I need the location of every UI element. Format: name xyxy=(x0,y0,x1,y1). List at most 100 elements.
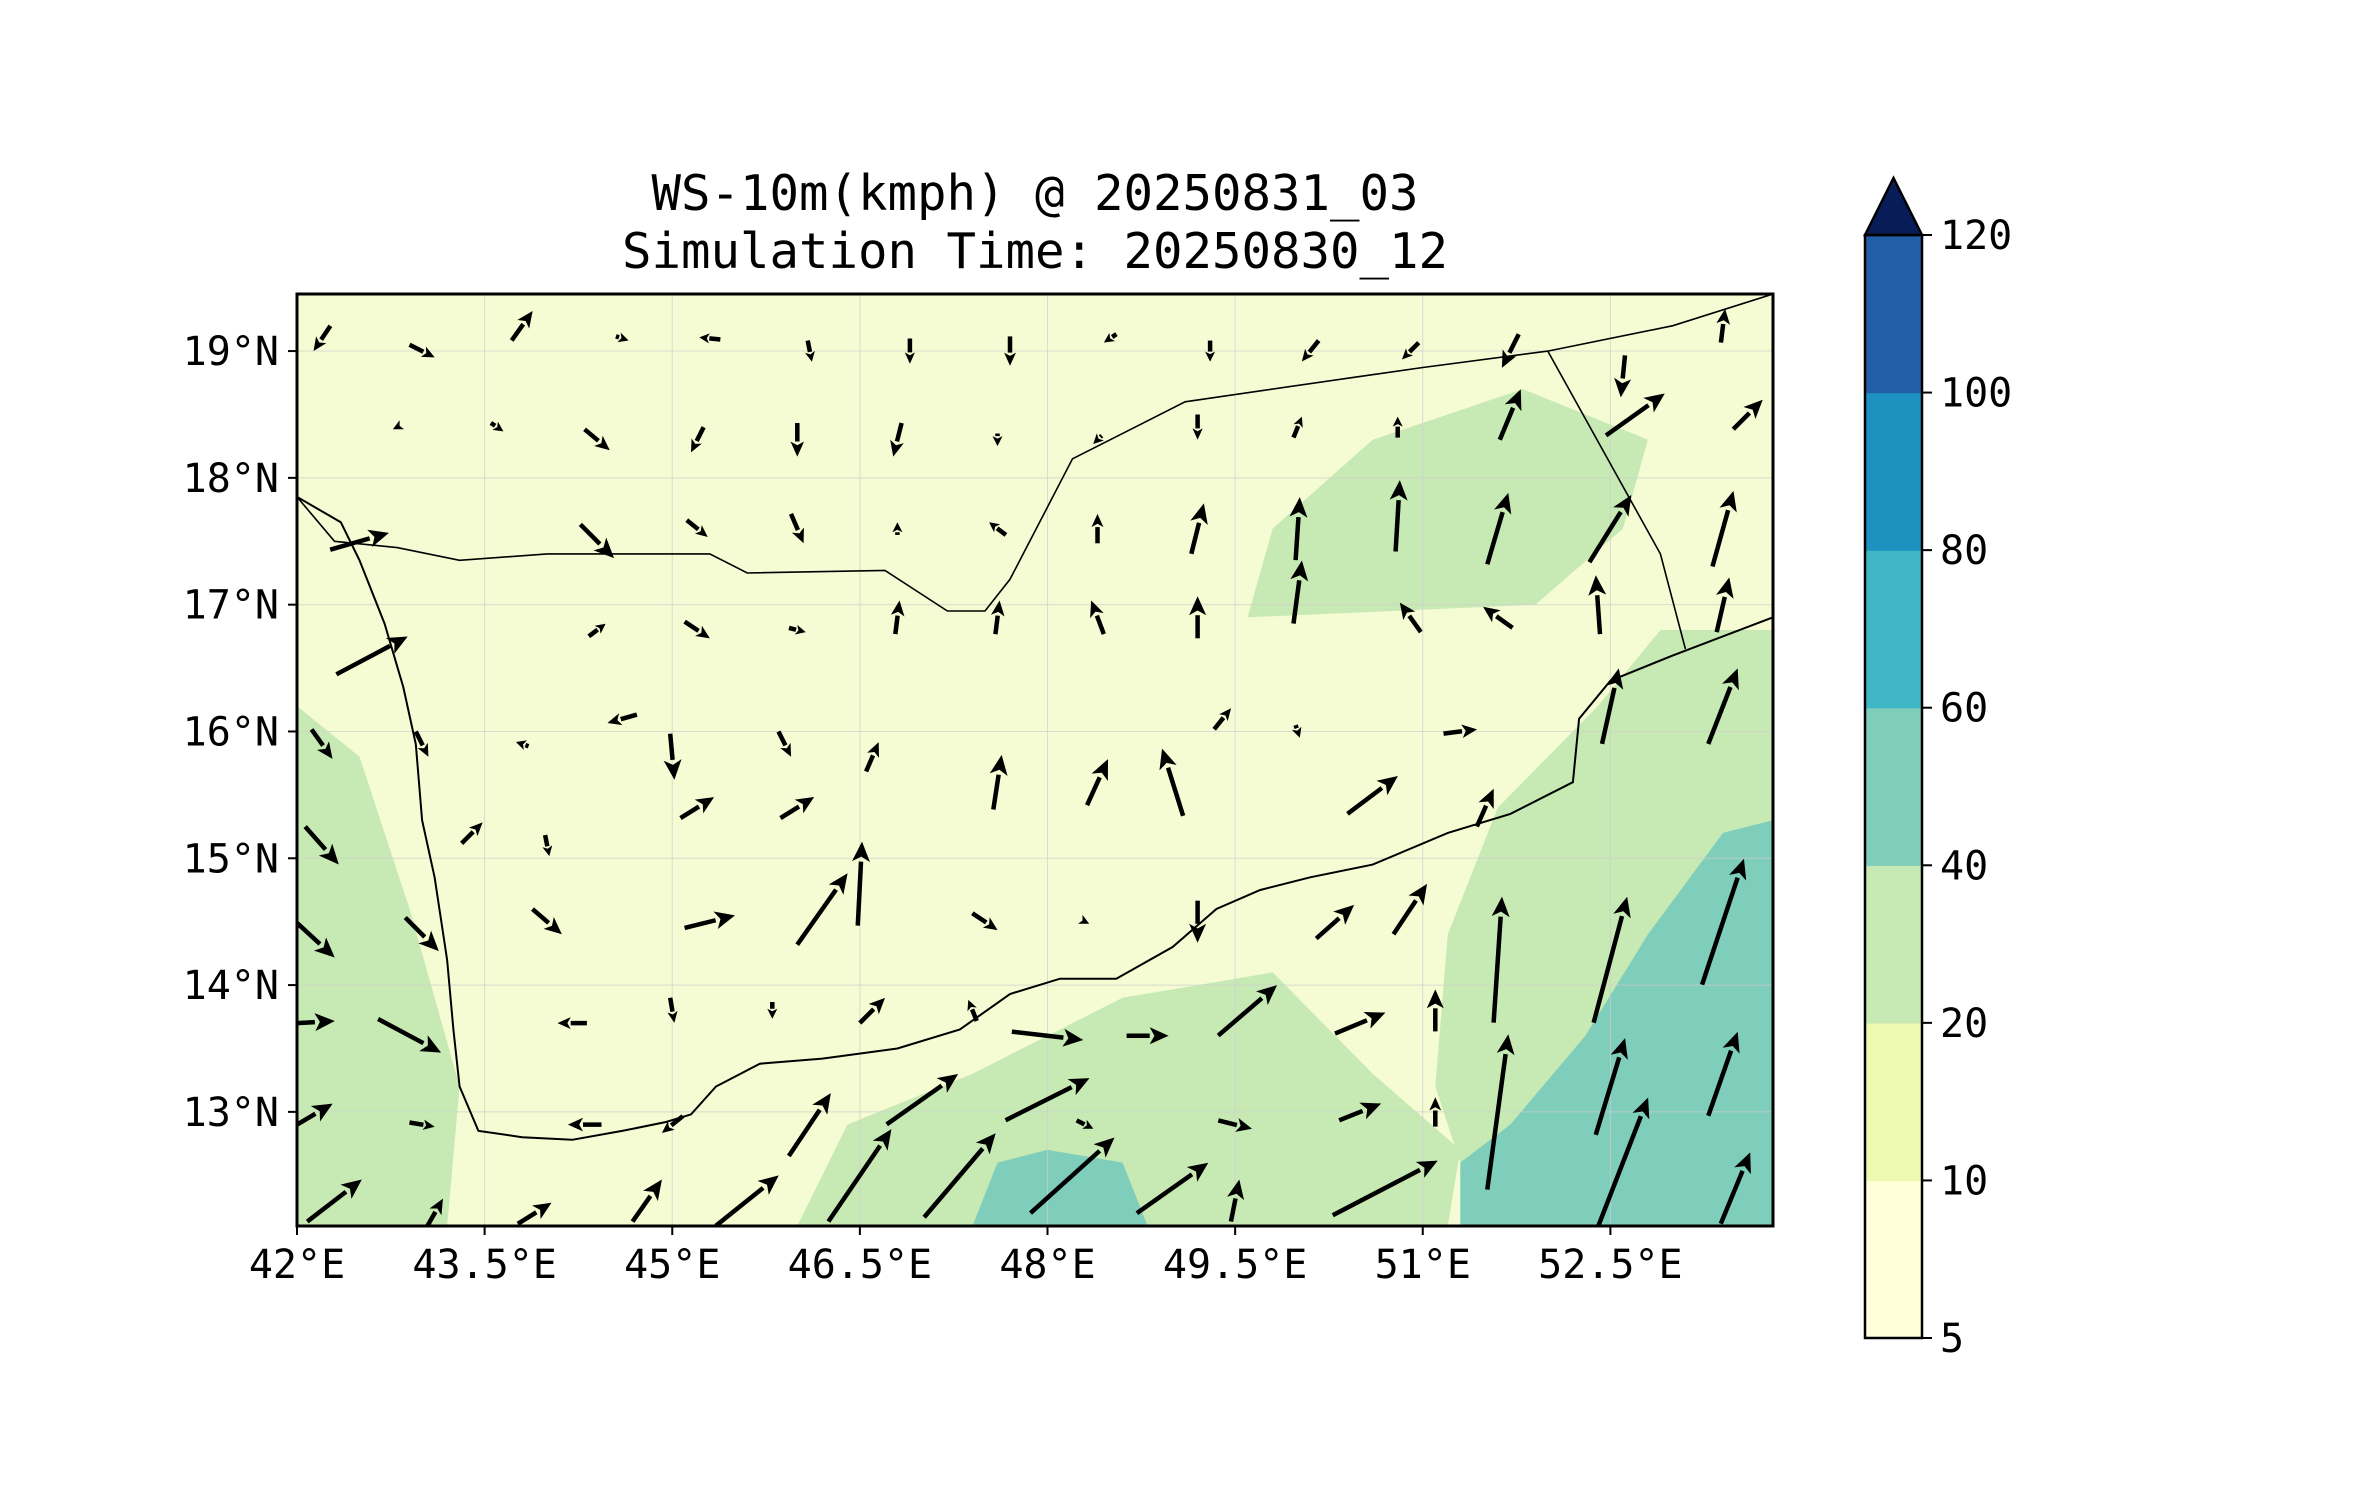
wind-vector-shaft xyxy=(1587,510,1623,564)
wind-vector-shaft xyxy=(805,340,813,353)
wind-vector-shaft xyxy=(894,422,904,442)
wind-vector-shaft xyxy=(1706,686,1733,745)
wind-vector-head xyxy=(1415,1160,1438,1178)
speed-region-20-40 xyxy=(1247,389,1648,618)
wind-vector-head xyxy=(1093,433,1104,445)
colorbar-tick-label: 80 xyxy=(1940,528,1988,574)
colorbar-tick-label: 10 xyxy=(1940,1158,1988,1204)
wind-vector-head xyxy=(317,741,333,759)
wind-vector-shaft xyxy=(531,907,551,925)
wind-vector xyxy=(1290,560,1309,624)
wind-vector xyxy=(615,332,629,343)
wind-vector xyxy=(904,338,916,364)
wind-vector xyxy=(788,624,806,635)
wind-vector-shaft xyxy=(587,627,599,639)
wind-vector-head xyxy=(1189,923,1207,943)
wind-vector xyxy=(663,733,682,780)
wind-vector xyxy=(922,1133,996,1219)
colorbar-tick-label: 100 xyxy=(1940,371,2012,417)
wind-vector-head xyxy=(780,742,792,757)
wind-vector xyxy=(1614,355,1632,398)
wind-vector-head xyxy=(1722,1031,1740,1054)
wind-vector-shaft xyxy=(319,324,333,341)
wind-vector-shaft xyxy=(1485,1053,1508,1190)
wind-vector-head xyxy=(1256,985,1278,1005)
wind-vector xyxy=(1501,333,1521,368)
wind-vector-head xyxy=(990,600,1005,617)
wind-vector-shaft xyxy=(329,536,371,552)
wind-vector-head xyxy=(667,1010,678,1023)
wind-vector xyxy=(329,529,389,552)
wind-vector xyxy=(805,340,815,362)
chart-subtitle: Simulation Time: 20250830_12 xyxy=(622,223,1448,280)
wind-vector xyxy=(377,1017,442,1053)
wind-vector-head xyxy=(872,1129,892,1151)
wind-vector-shaft xyxy=(583,427,600,443)
wind-vector-shaft xyxy=(1217,1118,1238,1128)
wind-vector-shaft xyxy=(516,1210,538,1226)
wind-vector xyxy=(990,600,1005,635)
wind-vector-head xyxy=(812,1093,831,1115)
wind-vector-head xyxy=(1103,332,1115,343)
wind-vector-shaft xyxy=(413,730,425,747)
wind-vector xyxy=(1216,985,1278,1038)
wind-vector-head xyxy=(790,441,805,457)
wind-vector xyxy=(607,712,638,726)
country-border xyxy=(1547,350,1687,650)
wind-vector xyxy=(515,740,530,750)
wind-vectors xyxy=(297,308,1763,1226)
wind-vector xyxy=(1084,759,1108,807)
wind-vector xyxy=(1189,900,1207,943)
wind-vector xyxy=(790,423,805,457)
wind-vector-head xyxy=(313,336,327,352)
country-border xyxy=(297,294,1773,612)
colorbar-tick-label: 5 xyxy=(1940,1316,1964,1362)
colorbar-tick-label: 40 xyxy=(1940,843,1988,889)
wind-vector xyxy=(1004,1078,1090,1123)
wind-vector xyxy=(1474,788,1494,828)
wind-vector xyxy=(1716,308,1731,343)
wind-vector-shaft xyxy=(1338,1108,1364,1123)
wind-vector-shaft xyxy=(1407,341,1421,354)
wind-vector-shaft xyxy=(460,830,475,845)
wind-vector xyxy=(531,907,562,935)
wind-vector-head xyxy=(1205,351,1216,362)
wind-vector-shaft xyxy=(776,730,788,747)
wind-vector xyxy=(1401,341,1421,360)
wind-vector-head xyxy=(1186,1162,1209,1182)
wind-vector-head xyxy=(1291,726,1302,738)
wind-vector xyxy=(1189,503,1208,555)
x-tick-label: 42°E xyxy=(249,1242,345,1288)
wind-vector-head xyxy=(794,624,806,635)
wind-vector xyxy=(557,1017,587,1029)
wind-vector xyxy=(1301,339,1321,362)
wind-vector xyxy=(1497,389,1522,441)
wind-vector xyxy=(305,1179,362,1224)
wind-vector xyxy=(516,1202,552,1226)
wind-vector-shaft xyxy=(1706,1049,1734,1117)
wind-vector-shaft xyxy=(779,804,801,821)
wind-vector-head xyxy=(1613,495,1632,517)
wind-vector-head xyxy=(422,1119,435,1130)
wind-vector xyxy=(392,420,405,430)
wind-speed-fill xyxy=(297,389,1773,1226)
wind-vector-head xyxy=(1478,788,1494,810)
wind-vector xyxy=(409,1119,435,1130)
colorbar-segment xyxy=(1865,1022,1922,1182)
wind-vector-head xyxy=(340,1179,362,1199)
wind-vector-head xyxy=(1632,1097,1650,1120)
wind-vector-shaft xyxy=(1497,406,1516,441)
wind-vector-head xyxy=(567,1117,583,1132)
wind-vector xyxy=(1135,1162,1209,1216)
wind-vector xyxy=(1392,416,1403,438)
wind-vector-head xyxy=(517,311,533,329)
wind-vector-head xyxy=(1219,708,1232,722)
speed-region-40-60 xyxy=(1460,820,1773,1226)
wind-vector-shaft xyxy=(786,1108,822,1158)
y-tick-label: 16°N xyxy=(183,709,279,755)
wind-vector-shaft xyxy=(684,918,717,931)
wind-vector xyxy=(864,742,880,773)
wind-vector-head xyxy=(543,916,562,935)
wind-vector xyxy=(1011,1028,1084,1047)
wind-vector-head xyxy=(1149,1027,1169,1045)
